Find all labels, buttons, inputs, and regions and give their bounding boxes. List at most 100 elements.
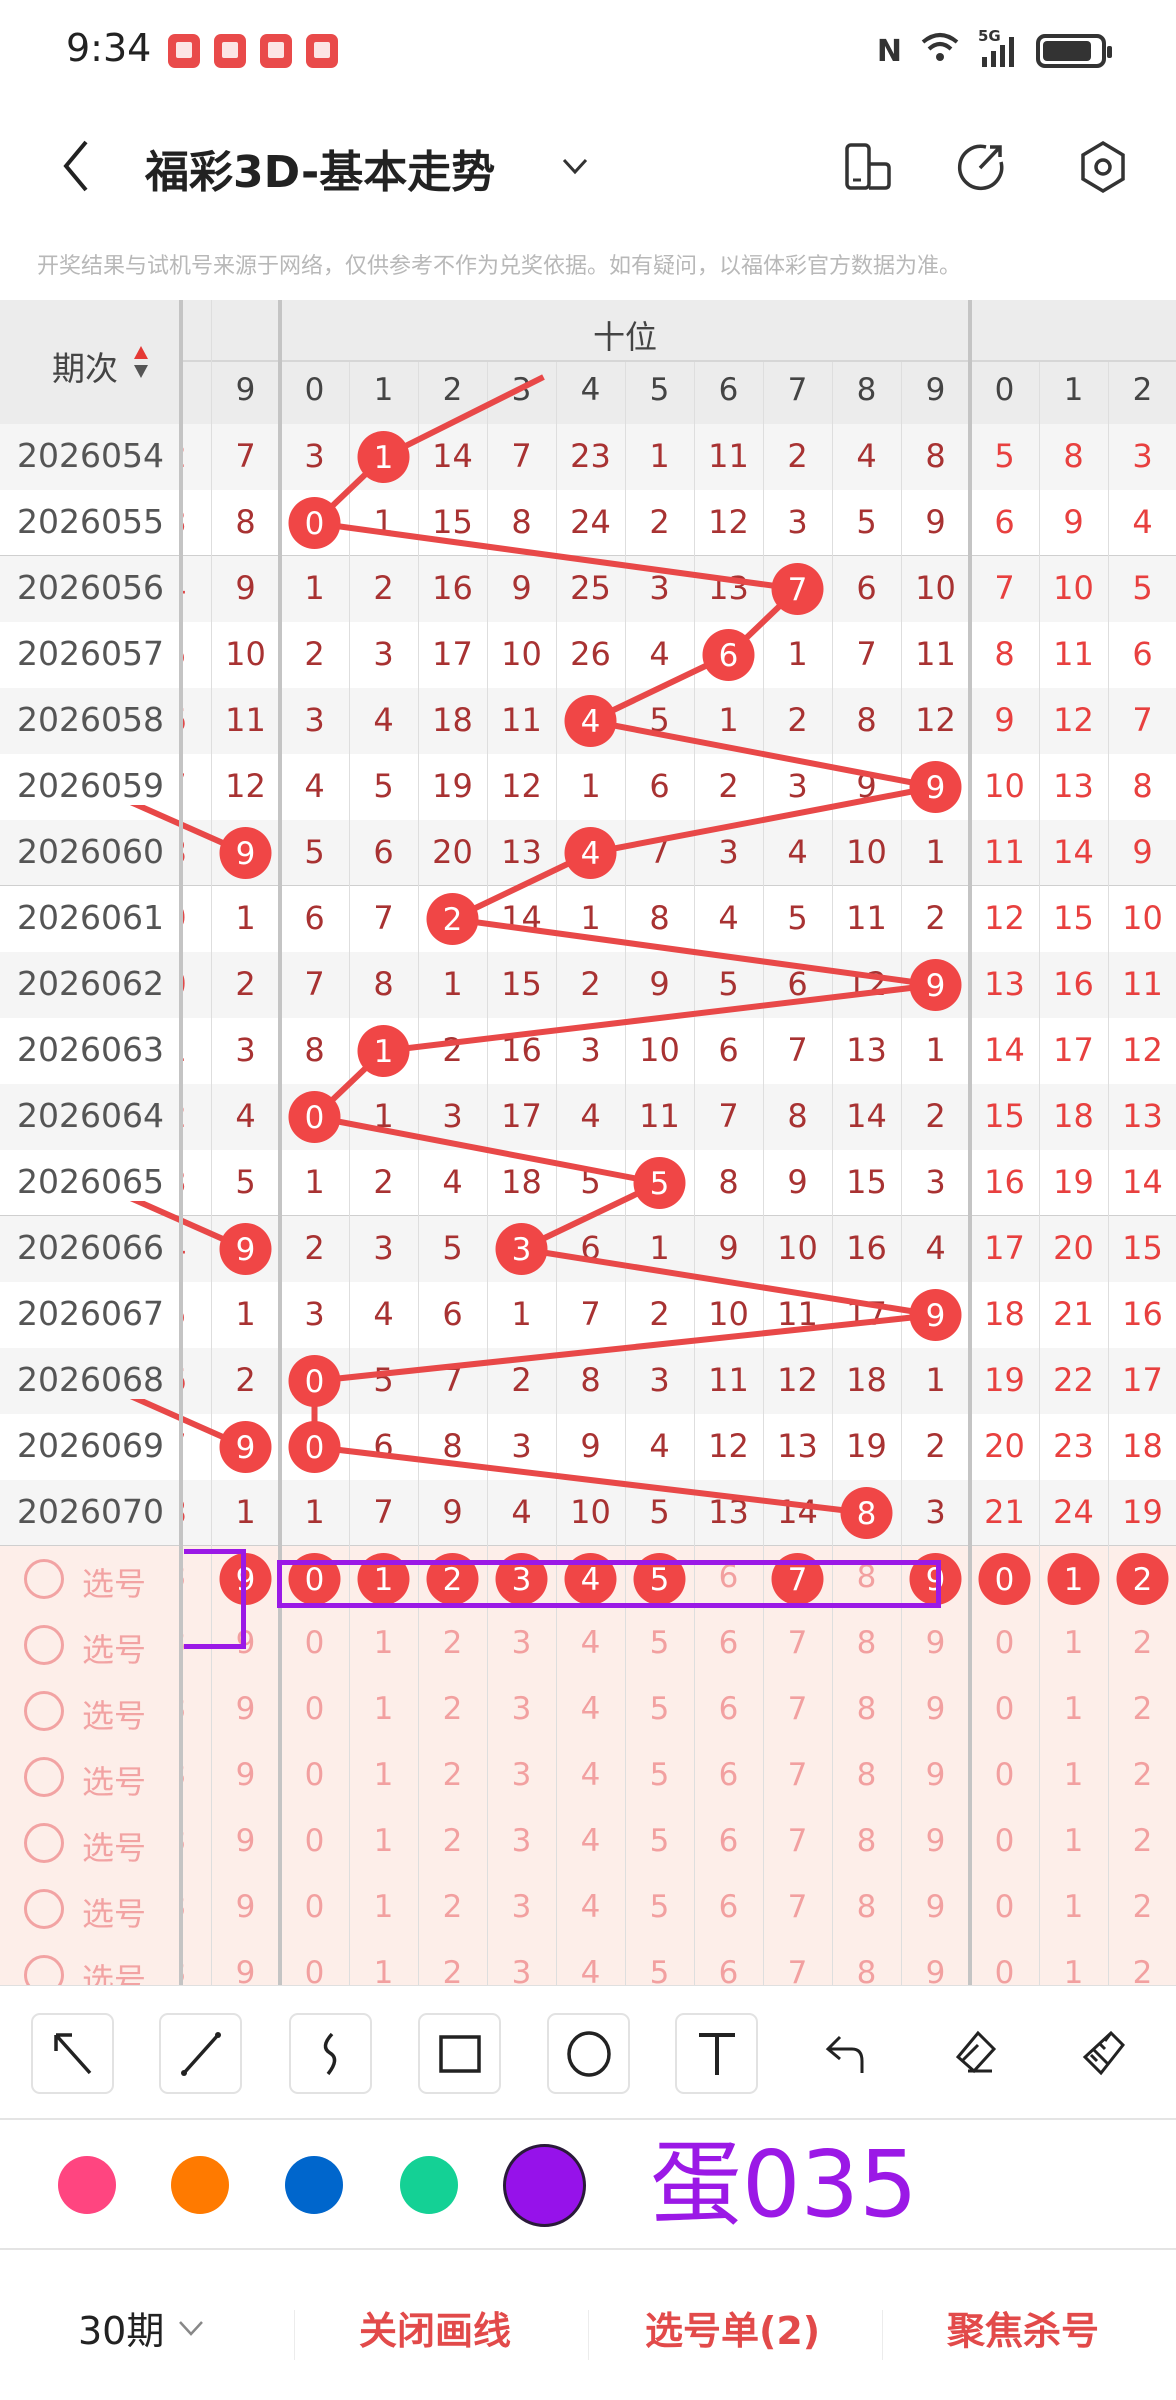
select-digit[interactable]: 7 xyxy=(787,1955,808,1985)
select-digit[interactable]: 7 xyxy=(787,1823,808,1859)
select-row-label[interactable]: 选号 xyxy=(82,1565,147,1603)
select-digit[interactable]: 9 xyxy=(925,1823,946,1859)
select-digit[interactable]: 0 xyxy=(304,1625,325,1661)
select-digit[interactable]: 7 xyxy=(787,1625,808,1661)
select-digit[interactable]: 6 xyxy=(718,1625,739,1661)
select-digit[interactable]: 6 xyxy=(718,1955,739,1985)
select-digit[interactable]: 8 xyxy=(856,1559,877,1595)
pick-list-button[interactable]: 选号单(2) xyxy=(645,2309,821,2353)
select-digit[interactable]: 3 xyxy=(511,1889,532,1925)
select-digit[interactable]: 3 xyxy=(511,1691,532,1727)
select-digit[interactable]: 0 xyxy=(994,1691,1015,1727)
select-digit[interactable]: 0 xyxy=(304,1955,325,1985)
settings-button[interactable] xyxy=(1078,140,1128,194)
select-digit[interactable]: 4 xyxy=(580,1823,601,1859)
eraser-button[interactable] xyxy=(933,2013,1016,2094)
select-row-label[interactable]: 选号 xyxy=(82,1697,147,1735)
color-swatch-selected[interactable] xyxy=(502,2143,586,2227)
select-digit[interactable]: 4 xyxy=(580,1955,601,1985)
select-digit[interactable]: 1 xyxy=(1063,1691,1084,1727)
select-digit[interactable]: 1 xyxy=(373,1691,394,1727)
select-digit[interactable]: 5 xyxy=(649,1955,670,1985)
select-row-radio[interactable] xyxy=(24,1955,64,1985)
clear-drawing-button[interactable] xyxy=(1062,2013,1145,2094)
select-digit[interactable]: 7 xyxy=(787,1691,808,1727)
period-header-label[interactable]: 期次 xyxy=(52,349,118,388)
select-digit[interactable]: 8 xyxy=(856,1757,877,1793)
select-digit[interactable]: 1 xyxy=(373,1757,394,1793)
select-digit[interactable]: 4 xyxy=(580,1691,601,1727)
select-digit[interactable]: 0 xyxy=(994,1625,1015,1661)
color-swatch[interactable] xyxy=(58,2156,116,2214)
select-digit[interactable]: 1 xyxy=(1063,1757,1084,1793)
select-digit[interactable]: 4 xyxy=(580,1625,601,1661)
select-digit[interactable]: 9 xyxy=(925,1889,946,1925)
select-digit[interactable]: 9 xyxy=(925,1955,946,1985)
select-digit[interactable]: 0 xyxy=(304,1823,325,1859)
select-digit[interactable]: 5 xyxy=(649,1691,670,1727)
select-row-radio[interactable] xyxy=(24,1757,64,1797)
select-digit[interactable]: 9 xyxy=(925,1625,946,1661)
select-digit[interactable]: 9 xyxy=(925,1757,946,1793)
select-digit[interactable]: 2 xyxy=(442,1691,463,1727)
select-digit[interactable]: 2 xyxy=(442,1757,463,1793)
select-digit[interactable]: 6 xyxy=(718,1889,739,1925)
select-digit[interactable]: 9 xyxy=(235,1955,256,1985)
select-digit[interactable]: 2 xyxy=(442,1823,463,1859)
select-row-radio[interactable] xyxy=(24,1559,64,1599)
select-digit[interactable]: 1 xyxy=(373,1955,394,1985)
select-digit[interactable]: 8 xyxy=(856,1625,877,1661)
color-swatch[interactable] xyxy=(400,2156,458,2214)
select-digit[interactable]: 7 xyxy=(787,1889,808,1925)
select-digit[interactable]: 1 xyxy=(373,1823,394,1859)
select-digit[interactable]: 1 xyxy=(373,1889,394,1925)
chevron-down-icon[interactable] xyxy=(558,152,592,182)
select-digit[interactable]: 1 xyxy=(1063,1625,1084,1661)
select-digit[interactable]: 7 xyxy=(787,1757,808,1793)
select-digit[interactable]: 9 xyxy=(925,1691,946,1727)
rectangle-tool-button[interactable] xyxy=(418,2013,501,2094)
select-digit[interactable]: 9 xyxy=(235,1823,256,1859)
rotate-screen-button[interactable] xyxy=(843,142,893,192)
close-drawing-button[interactable]: 关闭画线 xyxy=(359,2309,512,2353)
select-digit[interactable]: 1 xyxy=(373,1625,394,1661)
select-digit[interactable]: 0 xyxy=(304,1889,325,1925)
text-tool-button[interactable] xyxy=(675,2013,758,2094)
color-swatch[interactable] xyxy=(171,2156,229,2214)
select-digit[interactable]: 9 xyxy=(235,1757,256,1793)
select-digit[interactable]: 6 xyxy=(718,1823,739,1859)
trend-table[interactable]: 期次十位901234567890122026054273147231112485… xyxy=(0,300,1176,1985)
select-row-radio[interactable] xyxy=(24,1823,64,1863)
back-button[interactable] xyxy=(52,138,102,194)
select-digit[interactable]: 4 xyxy=(580,1757,601,1793)
focus-kill-button[interactable]: 聚焦杀号 xyxy=(947,2309,1100,2353)
select-digit[interactable]: 0 xyxy=(994,1955,1015,1985)
select-digit[interactable]: 0 xyxy=(304,1757,325,1793)
select-digit[interactable]: 2 xyxy=(1132,1625,1153,1661)
line-tool-button[interactable] xyxy=(159,2013,242,2094)
page-title[interactable]: 福彩3D-基本走势 xyxy=(145,147,496,198)
select-digit[interactable]: 5 xyxy=(649,1757,670,1793)
select-row-radio[interactable] xyxy=(24,1691,64,1731)
select-digit[interactable]: 2 xyxy=(1132,1757,1153,1793)
select-digit[interactable]: 6 xyxy=(718,1559,739,1595)
select-digit[interactable]: 8 xyxy=(856,1823,877,1859)
period-count-select[interactable]: 30期 xyxy=(78,2300,206,2355)
select-digit[interactable]: 2 xyxy=(442,1955,463,1985)
select-row-label[interactable]: 选号 xyxy=(82,1961,147,1985)
arrow-tool-button[interactable] xyxy=(31,2013,114,2094)
select-digit[interactable]: 1 xyxy=(1063,1889,1084,1925)
select-row-radio[interactable] xyxy=(24,1889,64,1929)
select-digit[interactable]: 5 xyxy=(649,1823,670,1859)
select-digit[interactable]: 2 xyxy=(1132,1691,1153,1727)
select-digit[interactable]: 2 xyxy=(1132,1889,1153,1925)
select-digit[interactable]: 0 xyxy=(994,1823,1015,1859)
select-digit[interactable]: 3 xyxy=(511,1823,532,1859)
select-digit[interactable]: 6 xyxy=(718,1757,739,1793)
ellipse-tool-button[interactable] xyxy=(547,2013,630,2094)
select-digit[interactable]: 2 xyxy=(1132,1955,1153,1985)
select-digit[interactable]: 9 xyxy=(235,1691,256,1727)
period-header-cell[interactable] xyxy=(0,300,181,424)
select-digit[interactable]: 4 xyxy=(580,1889,601,1925)
select-digit[interactable]: 0 xyxy=(994,1757,1015,1793)
